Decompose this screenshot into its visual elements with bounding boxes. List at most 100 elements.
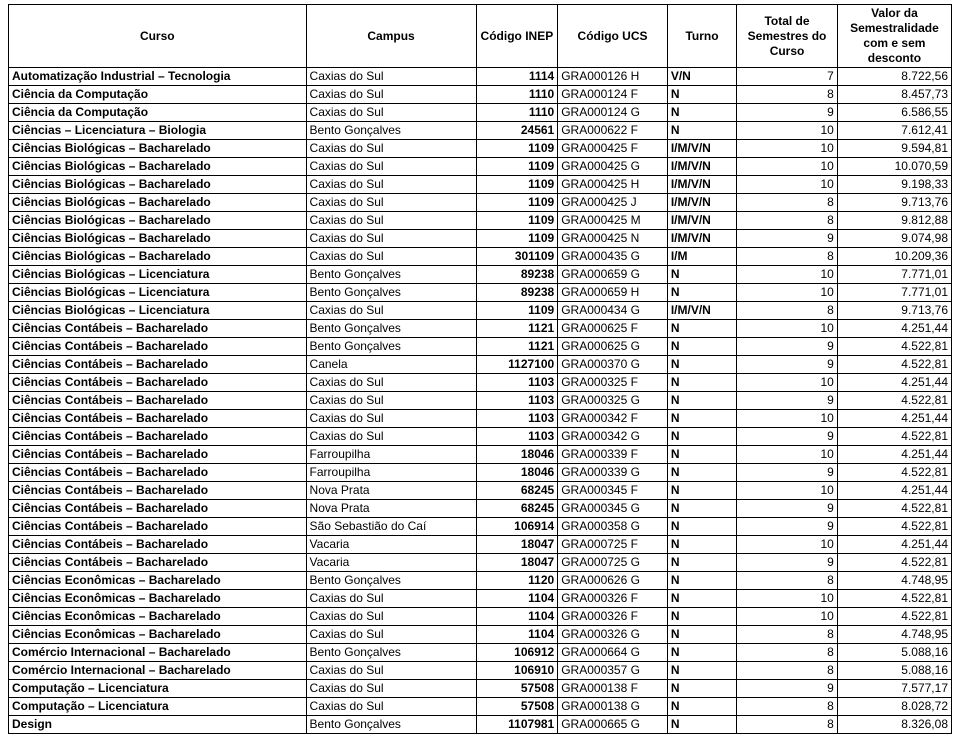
cell: 1120 bbox=[476, 572, 558, 590]
table-row: Ciências Biológicas – LicenciaturaBento … bbox=[9, 266, 952, 284]
cell: Ciências Biológicas – Bacharelado bbox=[9, 140, 307, 158]
cell: Bento Gonçalves bbox=[306, 284, 476, 302]
cell: GRA000126 H bbox=[558, 68, 668, 86]
cell: GRA000659 G bbox=[558, 266, 668, 284]
cell: 4.251,44 bbox=[837, 374, 951, 392]
table-row: Ciências Contábeis – BachareladoVacaria1… bbox=[9, 536, 952, 554]
cell: N bbox=[667, 554, 736, 572]
cell: 1121 bbox=[476, 320, 558, 338]
cell: Automatização Industrial – Tecnologia bbox=[9, 68, 307, 86]
cell: N bbox=[667, 284, 736, 302]
cell: Design bbox=[9, 716, 307, 734]
cell: 9 bbox=[737, 104, 838, 122]
cell: 8 bbox=[737, 194, 838, 212]
cell: N bbox=[667, 680, 736, 698]
cell: Ciências Econômicas – Bacharelado bbox=[9, 572, 307, 590]
cell: Caxias do Sul bbox=[306, 302, 476, 320]
cell: 4.522,81 bbox=[837, 518, 951, 536]
cell: 1103 bbox=[476, 374, 558, 392]
cell: 10 bbox=[737, 374, 838, 392]
cell: I/M bbox=[667, 248, 736, 266]
cell: 89238 bbox=[476, 284, 558, 302]
cell: Caxias do Sul bbox=[306, 608, 476, 626]
cell: 1103 bbox=[476, 392, 558, 410]
cell: 8 bbox=[737, 212, 838, 230]
cell: N bbox=[667, 590, 736, 608]
cell: 1109 bbox=[476, 158, 558, 176]
table-row: Ciências Contábeis – BachareladoNova Pra… bbox=[9, 500, 952, 518]
table-row: Automatização Industrial – TecnologiaCax… bbox=[9, 68, 952, 86]
cell: 4.522,81 bbox=[837, 554, 951, 572]
cell: GRA000357 G bbox=[558, 662, 668, 680]
cell: Ciências Biológicas – Bacharelado bbox=[9, 176, 307, 194]
cell: 6.586,55 bbox=[837, 104, 951, 122]
cell: 1127100 bbox=[476, 356, 558, 374]
cell: 10.070,59 bbox=[837, 158, 951, 176]
cell: N bbox=[667, 536, 736, 554]
cell: Ciências Contábeis – Bacharelado bbox=[9, 464, 307, 482]
cell: 10 bbox=[737, 608, 838, 626]
cell: Bento Gonçalves bbox=[306, 572, 476, 590]
cell: N bbox=[667, 392, 736, 410]
cell: 1107981 bbox=[476, 716, 558, 734]
table-row: Comércio Internacional – BachareladoBent… bbox=[9, 644, 952, 662]
cell: GRA000345 F bbox=[558, 482, 668, 500]
cell: Caxias do Sul bbox=[306, 194, 476, 212]
table-row: Computação – LicenciaturaCaxias do Sul57… bbox=[9, 680, 952, 698]
cell: Caxias do Sul bbox=[306, 428, 476, 446]
table-row: Ciências Contábeis – BachareladoFarroupi… bbox=[9, 464, 952, 482]
cell: Ciências Contábeis – Bacharelado bbox=[9, 320, 307, 338]
cell: Vacaria bbox=[306, 554, 476, 572]
cell: 9.713,76 bbox=[837, 194, 951, 212]
table-row: Ciências Biológicas – LicenciaturaCaxias… bbox=[9, 302, 952, 320]
cell: Ciências – Licenciatura – Biologia bbox=[9, 122, 307, 140]
cell: N bbox=[667, 266, 736, 284]
cell: GRA000425 G bbox=[558, 158, 668, 176]
cell: 5.088,16 bbox=[837, 662, 951, 680]
table-row: Ciência da ComputaçãoCaxias do Sul1110GR… bbox=[9, 104, 952, 122]
cell: 18047 bbox=[476, 554, 558, 572]
cell: 4.748,95 bbox=[837, 572, 951, 590]
cell: 24561 bbox=[476, 122, 558, 140]
cell: N bbox=[667, 500, 736, 518]
cell: Caxias do Sul bbox=[306, 140, 476, 158]
cell: 68245 bbox=[476, 482, 558, 500]
table-row: Ciências Econômicas – BachareladoCaxias … bbox=[9, 608, 952, 626]
cell: 106910 bbox=[476, 662, 558, 680]
cell: 8 bbox=[737, 662, 838, 680]
cell: Ciências Contábeis – Bacharelado bbox=[9, 500, 307, 518]
cell: 18046 bbox=[476, 464, 558, 482]
cell: 1109 bbox=[476, 212, 558, 230]
cell: 4.522,81 bbox=[837, 428, 951, 446]
table-row: Ciências Contábeis – BachareladoCaxias d… bbox=[9, 374, 952, 392]
cell: GRA000425 F bbox=[558, 140, 668, 158]
cell: 10 bbox=[737, 122, 838, 140]
cell: GRA000435 G bbox=[558, 248, 668, 266]
cell: GRA000434 G bbox=[558, 302, 668, 320]
header-curso: Curso bbox=[9, 5, 307, 68]
cell: Nova Prata bbox=[306, 482, 476, 500]
cell: 10 bbox=[737, 482, 838, 500]
cell: 1109 bbox=[476, 140, 558, 158]
cell: Ciências Contábeis – Bacharelado bbox=[9, 410, 307, 428]
header-codigo-inep: Código INEP bbox=[476, 5, 558, 68]
cell: GRA000370 G bbox=[558, 356, 668, 374]
cell: 8.457,73 bbox=[837, 86, 951, 104]
cell: 57508 bbox=[476, 680, 558, 698]
cell: 10 bbox=[737, 410, 838, 428]
cell: GRA000326 G bbox=[558, 626, 668, 644]
cell: 8 bbox=[737, 644, 838, 662]
cell: 1110 bbox=[476, 104, 558, 122]
cell: 8 bbox=[737, 302, 838, 320]
cell: 8.326,08 bbox=[837, 716, 951, 734]
cell: 1121 bbox=[476, 338, 558, 356]
cell: 4.522,81 bbox=[837, 464, 951, 482]
table-row: Ciências Contábeis – BachareladoBento Go… bbox=[9, 338, 952, 356]
table-row: Ciências Biológicas – BachareladoCaxias … bbox=[9, 194, 952, 212]
table-row: Ciências Biológicas – BachareladoCaxias … bbox=[9, 158, 952, 176]
cell: 8 bbox=[737, 86, 838, 104]
cell: 8 bbox=[737, 572, 838, 590]
cell: Bento Gonçalves bbox=[306, 338, 476, 356]
cell: 9 bbox=[737, 392, 838, 410]
cell: Ciências Biológicas – Licenciatura bbox=[9, 284, 307, 302]
